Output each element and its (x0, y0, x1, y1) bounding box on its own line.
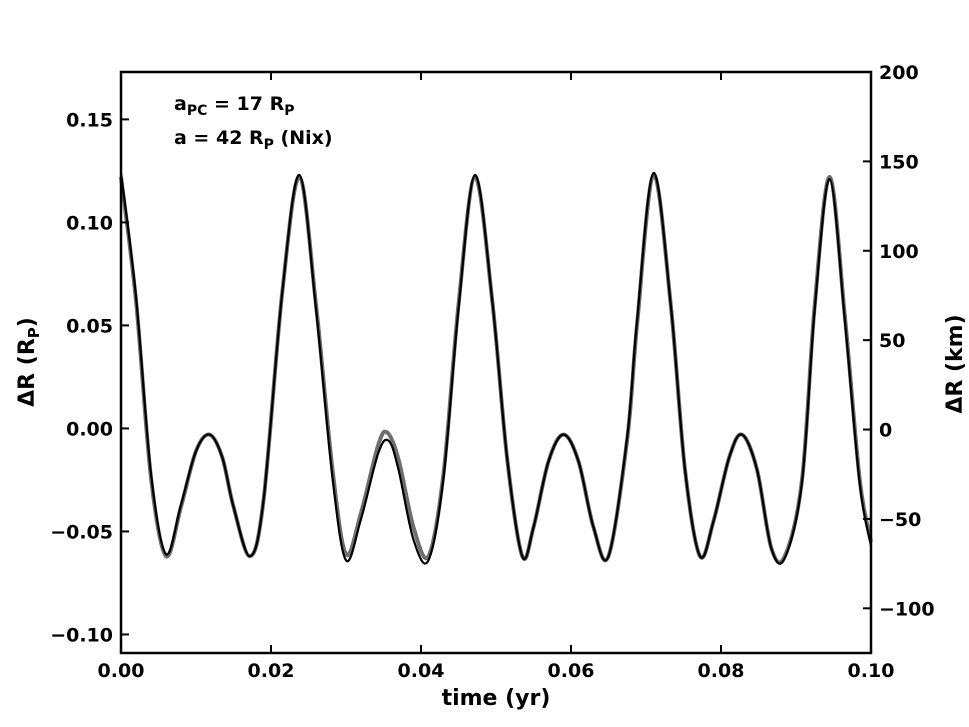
y-tick-label-left: −0.10 (50, 624, 113, 646)
annotation-apc-sub2: P (284, 103, 294, 119)
x-tick-label: 0.06 (548, 660, 595, 682)
y-tick-label-right: 200 (879, 62, 919, 84)
y-axis-title-left-sub: P (25, 327, 43, 338)
y-tick-label-right: −50 (879, 509, 921, 531)
series-line-2 (119, 171, 873, 565)
y-tick-label-left: 0.15 (66, 109, 113, 131)
annotation-apc-mid: = 17 R (207, 93, 284, 115)
y-axis-title-left-main: ΔR (R (15, 338, 40, 407)
annotation-nix-mid: (Nix) (274, 127, 333, 149)
y-axis-title-left: ΔR (RP) (15, 317, 43, 407)
left-axis: 0.15 0.10 0.05 0.00 −0.05 −0.10 (50, 109, 129, 646)
annotation-nix-sub: P (264, 137, 274, 153)
annotation-apc: aPC = 17 RP (174, 93, 294, 119)
y-tick-label-right: 100 (879, 241, 919, 263)
x-tick-label: 0.02 (248, 660, 295, 682)
x-tick-label: 0.00 (98, 660, 145, 682)
annotation-apc-sub: PC (187, 103, 208, 119)
y-tick-label-right: −100 (879, 598, 935, 620)
x-axis: 0.00 0.02 0.04 0.06 0.08 0.10 (98, 72, 895, 682)
y-tick-label-left: 0.10 (66, 212, 113, 234)
annotation-nix-prefix: a = 42 R (174, 127, 264, 149)
y-tick-label-right: 150 (879, 151, 919, 173)
x-tick-label: 0.08 (698, 660, 745, 682)
y-tick-label-left: −0.05 (50, 521, 113, 543)
y-axis-title-left-close: ) (15, 317, 40, 327)
y-axis-title-right: ΔR (km) (943, 314, 968, 413)
annotation-apc-prefix: a (174, 93, 187, 115)
y-tick-label-left: 0.05 (66, 315, 113, 337)
y-tick-label-right: 50 (879, 330, 905, 352)
y-tick-label-right: 0 (879, 420, 892, 442)
x-tick-label: 0.10 (848, 660, 895, 682)
plot-frame (119, 70, 873, 655)
y-tick-label-left: 0.00 (66, 418, 113, 440)
x-axis-title: time (yr) (442, 686, 551, 711)
x-tick-label: 0.04 (398, 660, 445, 682)
right-axis: 200 150 100 50 0 −50 −100 (863, 62, 935, 620)
series-layer (119, 171, 873, 565)
annotation-nix: a = 42 RP (Nix) (174, 127, 333, 153)
